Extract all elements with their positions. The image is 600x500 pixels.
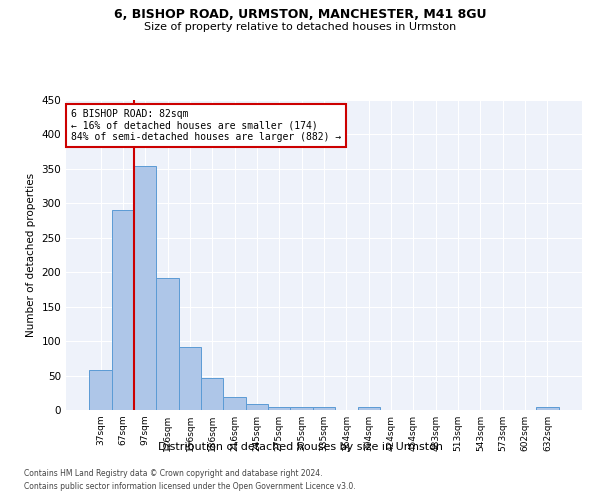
Bar [201, 378, 223, 410]
Bar [157, 278, 179, 410]
Text: Contains HM Land Registry data © Crown copyright and database right 2024.: Contains HM Land Registry data © Crown c… [24, 468, 323, 477]
Bar [246, 404, 268, 410]
Bar [313, 406, 335, 410]
Text: 6, BISHOP ROAD, URMSTON, MANCHESTER, M41 8GU: 6, BISHOP ROAD, URMSTON, MANCHESTER, M41… [114, 8, 486, 20]
Bar [179, 348, 201, 410]
Bar [290, 406, 313, 410]
Bar [268, 406, 290, 410]
Bar [89, 370, 112, 410]
Bar [358, 406, 380, 410]
Bar [223, 397, 246, 410]
Text: Contains public sector information licensed under the Open Government Licence v3: Contains public sector information licen… [24, 482, 356, 491]
Text: Distribution of detached houses by size in Urmston: Distribution of detached houses by size … [157, 442, 443, 452]
Bar [112, 210, 134, 410]
Text: 6 BISHOP ROAD: 82sqm
← 16% of detached houses are smaller (174)
84% of semi-deta: 6 BISHOP ROAD: 82sqm ← 16% of detached h… [71, 110, 341, 142]
Text: Size of property relative to detached houses in Urmston: Size of property relative to detached ho… [144, 22, 456, 32]
Bar [536, 406, 559, 410]
Bar [134, 166, 157, 410]
Y-axis label: Number of detached properties: Number of detached properties [26, 173, 36, 337]
